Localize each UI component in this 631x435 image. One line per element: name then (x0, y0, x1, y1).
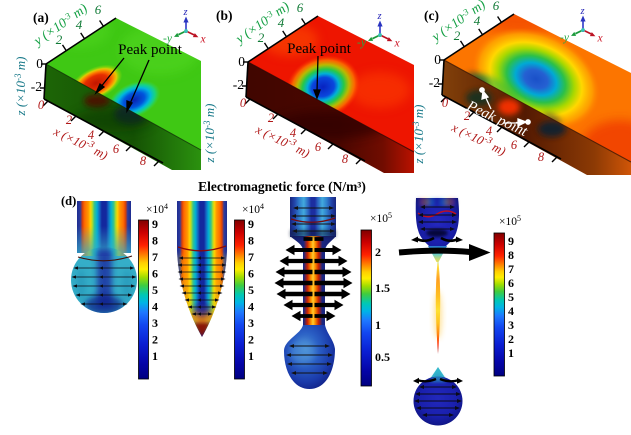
svg-text:0: 0 (240, 96, 247, 110)
svg-text:2: 2 (248, 333, 254, 347)
svg-text:-2: -2 (429, 75, 440, 90)
svg-text:2: 2 (464, 109, 470, 123)
svg-text:-2: -2 (233, 77, 244, 92)
svg-text:4: 4 (508, 304, 514, 318)
svg-text:0.5: 0.5 (375, 350, 390, 364)
svg-text:7: 7 (248, 250, 254, 264)
svg-text:(d): (d) (61, 194, 76, 208)
svg-text:6: 6 (152, 267, 158, 281)
svg-text:4: 4 (76, 17, 83, 32)
svg-text:(a): (a) (33, 10, 49, 25)
svg-text:2: 2 (66, 113, 72, 127)
svg-text:6: 6 (95, 2, 102, 17)
svg-text:-y: -y (163, 33, 173, 45)
svg-text:Peak point: Peak point (118, 42, 183, 58)
svg-text:5: 5 (508, 290, 514, 304)
svg-text:×105: ×105 (499, 214, 521, 228)
svg-text:2: 2 (508, 332, 514, 346)
svg-text:z (×10-3 m): z (×10-3 m) (411, 105, 426, 165)
svg-text:1: 1 (152, 349, 158, 363)
svg-text:8: 8 (508, 248, 514, 262)
svg-text:6: 6 (493, 0, 500, 13)
svg-text:(c): (c) (424, 8, 439, 23)
svg-text:7: 7 (508, 262, 514, 276)
svg-text:8: 8 (140, 154, 147, 168)
svg-text:0: 0 (36, 56, 43, 71)
svg-text:4: 4 (474, 13, 481, 28)
svg-text:4: 4 (88, 128, 94, 142)
svg-text:2: 2 (152, 333, 158, 347)
svg-text:9: 9 (508, 234, 514, 248)
svg-text:z (×10-3 m): z (×10-3 m) (202, 104, 217, 164)
svg-text:1: 1 (508, 346, 514, 360)
svg-text:2: 2 (258, 30, 265, 45)
svg-text:Peak point: Peak point (287, 41, 352, 57)
svg-text:z: z (580, 6, 585, 17)
svg-text:7: 7 (152, 250, 158, 264)
svg-text:3: 3 (248, 316, 254, 330)
svg-text:6: 6 (248, 267, 254, 281)
svg-text:9: 9 (152, 217, 158, 231)
svg-text:8: 8 (538, 150, 545, 164)
svg-text:6: 6 (113, 142, 120, 156)
svg-text:1: 1 (375, 318, 381, 332)
svg-text:4: 4 (290, 126, 296, 140)
svg-text:0: 0 (38, 98, 45, 112)
svg-text:1: 1 (248, 349, 254, 363)
svg-text:1.5: 1.5 (375, 281, 390, 295)
svg-text:3: 3 (508, 318, 514, 332)
svg-text:8: 8 (342, 152, 349, 166)
svg-text:z: z (377, 11, 382, 22)
svg-text:6: 6 (511, 138, 518, 152)
svg-text:2: 2 (375, 245, 381, 259)
svg-text:8: 8 (152, 234, 158, 248)
svg-text:(b): (b) (216, 8, 233, 23)
svg-text:2: 2 (268, 111, 274, 125)
svg-text:5: 5 (248, 283, 254, 297)
svg-text:0: 0 (442, 96, 449, 110)
svg-text:6: 6 (508, 276, 514, 290)
svg-text:6: 6 (315, 140, 322, 154)
svg-text:0: 0 (238, 54, 245, 69)
svg-text:4: 4 (152, 300, 158, 314)
svg-text:6: 6 (297, 0, 304, 15)
svg-text:x: x (394, 38, 401, 50)
svg-text:4: 4 (248, 300, 254, 314)
svg-text:5: 5 (152, 283, 158, 297)
svg-text:-y: -y (357, 37, 367, 49)
svg-text:3: 3 (152, 316, 158, 330)
svg-text:0: 0 (434, 52, 441, 67)
svg-text:×104: ×104 (146, 202, 168, 216)
svg-text:4: 4 (278, 15, 285, 30)
svg-text:Electromagnetic force (N/m³): Electromagnetic force (N/m³) (198, 179, 366, 194)
svg-text:-y: -y (560, 32, 570, 44)
svg-text:x: x (200, 34, 207, 46)
svg-text:2: 2 (454, 28, 461, 43)
svg-text:9: 9 (248, 217, 254, 231)
svg-text:x: x (597, 33, 604, 45)
svg-text:×104: ×104 (242, 202, 264, 216)
svg-text:-2: -2 (31, 79, 42, 94)
svg-text:2: 2 (56, 32, 63, 47)
svg-text:8: 8 (248, 234, 254, 248)
svg-text:×105: ×105 (370, 211, 392, 225)
svg-text:z (×10-3 m): z (×10-3 m) (13, 57, 28, 117)
svg-text:4: 4 (486, 124, 492, 138)
svg-text:z: z (183, 7, 188, 18)
